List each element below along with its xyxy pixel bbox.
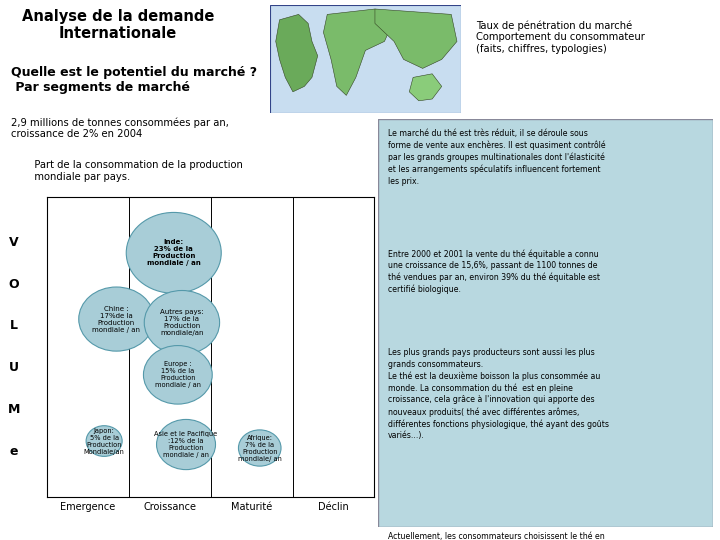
Text: V: V <box>9 235 19 248</box>
Text: Afrique:
7% de la
Production
mondiale/ an: Afrique: 7% de la Production mondiale/ a… <box>238 435 282 462</box>
Text: L: L <box>10 320 18 333</box>
Circle shape <box>78 287 154 351</box>
Text: Autres pays:
17% de la
Production
mondiale/an: Autres pays: 17% de la Production mondia… <box>160 309 204 336</box>
Polygon shape <box>409 74 442 101</box>
Text: Le marché du thé est très réduit, il se déroule sous
forme de vente aux enchères: Le marché du thé est très réduit, il se … <box>388 129 606 186</box>
Text: 2,9 millions de tonnes consommées par an,
croissance de 2% en 2004: 2,9 millions de tonnes consommées par an… <box>11 117 229 139</box>
FancyBboxPatch shape <box>378 119 713 526</box>
Text: Part de la consommation de la production
   mondiale par pays.: Part de la consommation de la production… <box>25 160 243 181</box>
Circle shape <box>144 291 220 355</box>
Text: Taux de pénétration du marché
Comportement du consommateur
(faits, chiffres, typ: Taux de pénétration du marché Comporteme… <box>477 20 645 54</box>
Polygon shape <box>276 15 318 92</box>
Text: Inde:
23% de la
Production
mondiale / an: Inde: 23% de la Production mondiale / an <box>147 239 201 266</box>
Text: Asie et le Pacifique
:12% de la
Production
mondiale / an: Asie et le Pacifique :12% de la Producti… <box>154 431 217 458</box>
Text: U: U <box>9 361 19 374</box>
Polygon shape <box>375 9 457 69</box>
Text: e: e <box>10 446 18 458</box>
Circle shape <box>156 420 215 470</box>
Polygon shape <box>323 9 394 96</box>
Circle shape <box>86 426 122 456</box>
Text: Japon:
5% de la
Production
Mondiale/an: Japon: 5% de la Production Mondiale/an <box>84 428 125 455</box>
FancyBboxPatch shape <box>270 5 461 113</box>
Text: Quelle est le potentiel du marché ?
 Par segments de marché: Quelle est le potentiel du marché ? Par … <box>11 66 257 94</box>
Circle shape <box>238 430 281 466</box>
Circle shape <box>143 346 212 404</box>
Circle shape <box>126 212 221 293</box>
Text: O: O <box>9 278 19 291</box>
Text: Entre 2000 et 2001 la vente du thé équitable a connu
une croissance de 15,6%, pa: Entre 2000 et 2001 la vente du thé équit… <box>388 249 600 294</box>
Text: Europe :
15% de la
Production
mondiale / an: Europe : 15% de la Production mondiale /… <box>155 361 201 388</box>
Text: Chine :
17%de la
Production
mondiale / an: Chine : 17%de la Production mondiale / a… <box>92 306 140 333</box>
Text: Actuellement, les consommateurs choisissent le thé en
fonction du goût, de l'arô: Actuellement, les consommateurs choisiss… <box>388 532 611 540</box>
Text: M: M <box>8 403 20 416</box>
Text: Analyse de la demande
Internationale: Analyse de la demande Internationale <box>22 9 214 41</box>
Text: Les plus grands pays producteurs sont aussi les plus
grands consommateurs.
Le th: Les plus grands pays producteurs sont au… <box>388 348 609 440</box>
